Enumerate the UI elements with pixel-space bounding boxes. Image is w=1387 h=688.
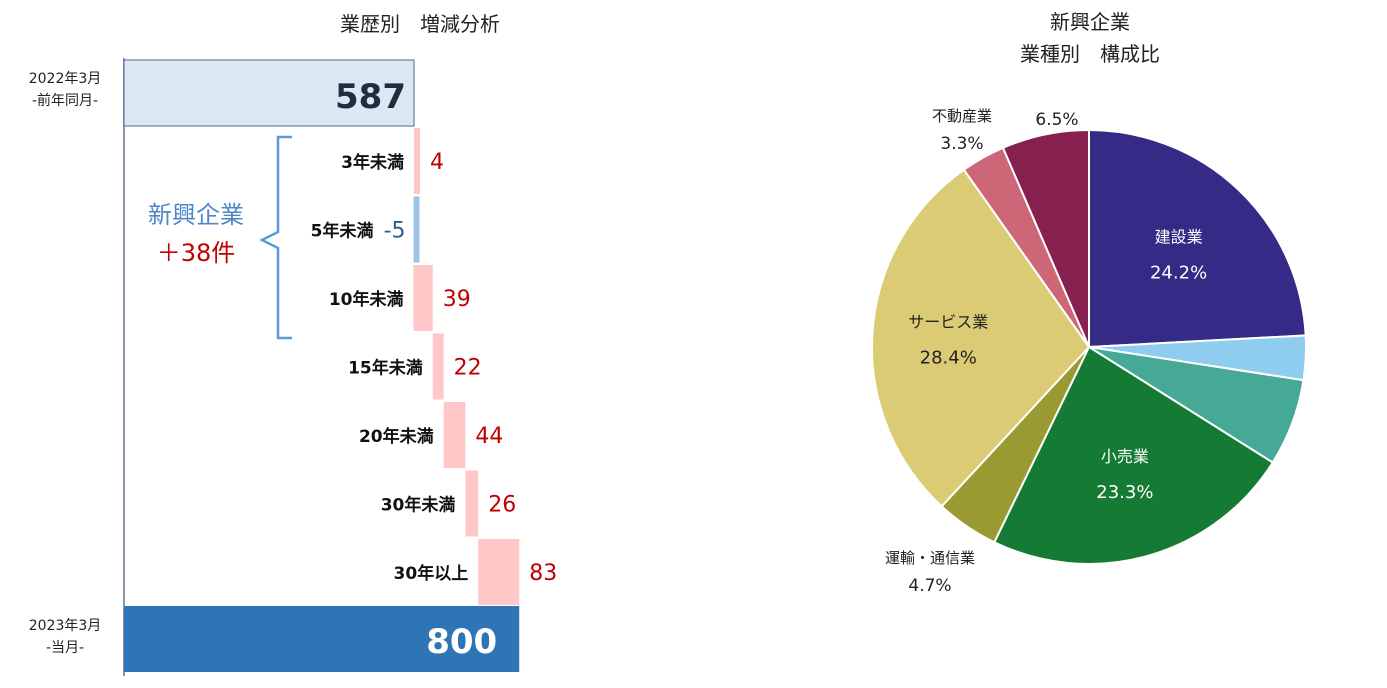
waterfall-value-label: 44 <box>475 424 503 449</box>
pie-slice-percent: 23.3% <box>1096 482 1153 503</box>
pie-slice-name: 不動産業 <box>932 107 992 125</box>
bracket-label: 新興企業 <box>148 201 244 229</box>
pie-slice-name: その他 <box>1034 100 1079 101</box>
waterfall-value-label: 4 <box>430 150 444 175</box>
waterfall-value-label: 22 <box>454 356 482 381</box>
bracket-annotation: 新興企業 ＋38件 <box>130 196 262 272</box>
pie-slice <box>1001 128 1090 348</box>
pie-slice-percent: 24.2% <box>1150 263 1207 284</box>
pie-slice-name: 小売業 <box>1101 447 1149 466</box>
waterfall-bar-5 <box>443 402 466 468</box>
pie-title-line2: 業種別 構成比 <box>1020 42 1160 66</box>
waterfall-value-label: 83 <box>529 561 557 586</box>
pie-title: 新興企業 業種別 構成比 <box>940 6 1240 70</box>
pie-slice <box>992 345 1275 565</box>
waterfall-title: 業歴別 増減分析 <box>340 12 500 36</box>
period-start-date: 2022年3月 <box>28 71 102 87</box>
waterfall-category-label: 5年未満 <box>311 221 374 242</box>
pie-slice-percent: 28.4% <box>920 348 977 369</box>
waterfall-category-label: 20年未満 <box>359 426 434 447</box>
pie-title-line1: 新興企業 <box>1050 10 1130 34</box>
pie-slice-percent: 3.3% <box>940 134 983 154</box>
period-end-date: 2023年3月 <box>28 618 102 634</box>
start-total-bar <box>123 59 415 127</box>
pie-slice-name: 運輸・通信業 <box>885 549 975 567</box>
waterfall-bar-2 <box>413 196 420 263</box>
pie-slice <box>871 168 1091 508</box>
period-end-label: 2023年3月 -当月- <box>10 615 120 659</box>
bracket-delta: ＋38件 <box>156 239 236 267</box>
waterfall-value-label: -5 <box>384 219 406 244</box>
waterfall-category-label: 15年未満 <box>348 358 423 379</box>
period-start-label: 2022年3月 -前年同月- <box>10 68 120 112</box>
pie-slice-name: 建設業 <box>1155 228 1203 247</box>
waterfall-category-label: 30年未満 <box>381 495 456 516</box>
waterfall-value-label: 39 <box>443 287 471 312</box>
waterfall-category-label: 30年以上 <box>394 563 469 584</box>
waterfall-chart: 587 800 3年未満 4 -5 5年未満 10年未満 39 15年未満 22 20年未満 44 30… <box>123 58 557 676</box>
waterfall-bar-3 <box>413 265 433 331</box>
waterfall-bar-4 <box>432 333 444 400</box>
pie-chart: 建設業24.2%製造業3.3%卸売業6.5%小売業23.3%運輸・通信業4.7%… <box>871 100 1307 596</box>
pie-slice-name: サービス業 <box>908 313 988 332</box>
pie-slice-percent: 6.5% <box>1035 110 1078 130</box>
end-total-label: 800 <box>426 622 497 662</box>
period-start-sub: -前年同月- <box>31 93 99 109</box>
period-end-sub: -当月- <box>45 640 85 656</box>
waterfall-category-label: 3年未満 <box>341 152 404 173</box>
bracket-brace <box>259 135 292 340</box>
waterfall-value-label: 26 <box>488 493 516 518</box>
waterfall-bar-1 <box>414 128 420 194</box>
waterfall-bar-6 <box>465 470 479 537</box>
start-total-label: 587 <box>335 77 406 117</box>
pie-slice-percent: 4.7% <box>908 576 951 596</box>
pie-slice <box>1088 128 1307 349</box>
waterfall-bar-7 <box>478 539 520 605</box>
waterfall-category-label: 10年未満 <box>329 289 404 310</box>
end-total-bar <box>124 606 520 672</box>
